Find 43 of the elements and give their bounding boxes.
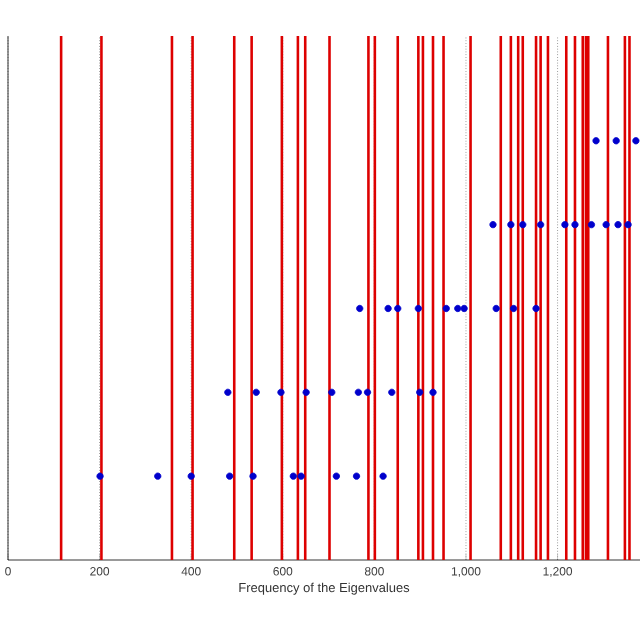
point [414,304,422,313]
point [388,388,396,396]
point [612,137,620,145]
point [226,472,234,480]
point [297,472,305,480]
point [249,472,257,480]
point [587,221,596,229]
point [532,304,540,313]
point [632,137,640,145]
point [187,472,195,480]
point [394,304,402,313]
point [510,304,518,313]
point [460,304,468,313]
point [384,304,392,313]
point [507,221,515,229]
point [492,304,500,313]
point [332,472,340,480]
point [571,221,579,229]
point [96,472,104,480]
point [429,388,437,396]
point [354,388,362,396]
point [302,388,310,396]
point [602,221,610,229]
point [592,137,600,145]
point [416,388,424,396]
point [537,221,545,229]
point [379,472,387,480]
point [624,221,632,229]
point [489,221,497,229]
point [352,472,361,480]
point [224,388,232,396]
point [454,304,462,313]
point [328,388,336,396]
point [519,221,527,229]
point [363,388,372,396]
point [252,388,260,396]
point [561,221,569,229]
point [356,304,364,313]
point [289,472,297,480]
point [277,388,285,396]
point [442,304,450,313]
point [154,472,162,480]
point [614,221,622,229]
